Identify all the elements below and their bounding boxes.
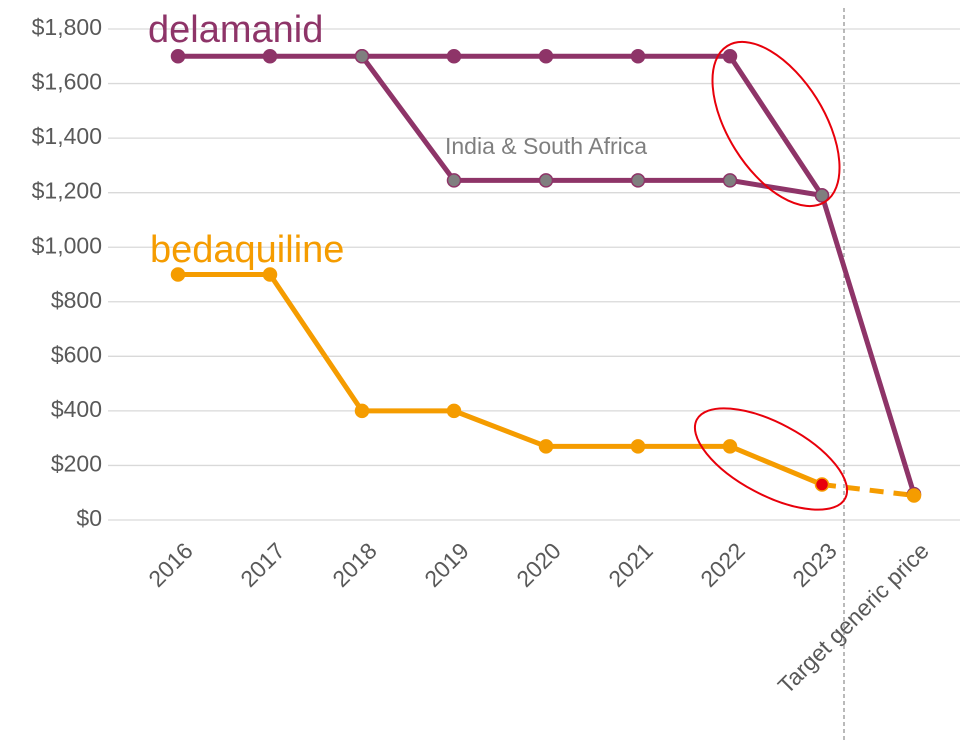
- marker: [538, 173, 554, 188]
- x-tick-label: 2021: [603, 537, 658, 592]
- marker: [814, 477, 830, 492]
- y-tick-label: $1,600: [32, 69, 102, 95]
- highlight-ellipse: [693, 407, 849, 511]
- marker: [354, 403, 370, 419]
- y-tick-label: $1,000: [32, 232, 102, 258]
- x-tick-label: 2018: [327, 537, 382, 592]
- highlight-ellipse: [711, 40, 841, 208]
- y-tick-label: $400: [51, 396, 102, 422]
- series-label: delamanid: [148, 9, 323, 51]
- y-tick-label: $1,200: [32, 178, 102, 204]
- dashed-line: [821, 482, 915, 498]
- plot: [170, 49, 922, 503]
- y-tick-label: $800: [51, 287, 102, 313]
- marker: [722, 439, 738, 454]
- line: [178, 272, 823, 487]
- marker: [446, 49, 462, 64]
- y-tick-label: $0: [76, 505, 102, 531]
- annotation: India & South Africa: [445, 133, 647, 159]
- marker: [354, 49, 370, 64]
- marker: [538, 439, 554, 454]
- marker: [170, 49, 186, 64]
- y-tick-label: $1,400: [32, 123, 102, 149]
- marker: [446, 173, 462, 188]
- y-tick-label: $1,800: [32, 14, 102, 40]
- line: [178, 53, 917, 495]
- marker: [906, 488, 922, 503]
- y-tick-label: $200: [51, 451, 102, 477]
- line: [359, 54, 823, 198]
- marker: [262, 49, 278, 64]
- marker: [814, 188, 830, 203]
- marker: [722, 173, 738, 188]
- x-tick-label: 2020: [511, 537, 566, 592]
- series-label: bedaquiline: [150, 229, 344, 271]
- marker: [630, 439, 646, 454]
- marker: [630, 173, 646, 188]
- marker: [722, 49, 738, 64]
- grid: $0 $200 $400 $600 $800 $1,000 $1,200 $1,400 $1,6…: [32, 14, 960, 699]
- x-tick-label: 2017: [235, 537, 290, 592]
- x-tick-label: 2016: [143, 537, 198, 592]
- x-tick-label: Target generic price: [773, 537, 934, 698]
- marker: [630, 49, 646, 64]
- marker: [262, 267, 278, 282]
- marker: [170, 267, 186, 282]
- x-tick-label: 2023: [787, 537, 842, 592]
- x-tick-label: 2019: [419, 537, 474, 592]
- y-tick-label: $600: [51, 341, 102, 367]
- marker: [446, 403, 462, 419]
- x-tick-label: 2022: [695, 537, 750, 592]
- marker: [538, 49, 554, 64]
